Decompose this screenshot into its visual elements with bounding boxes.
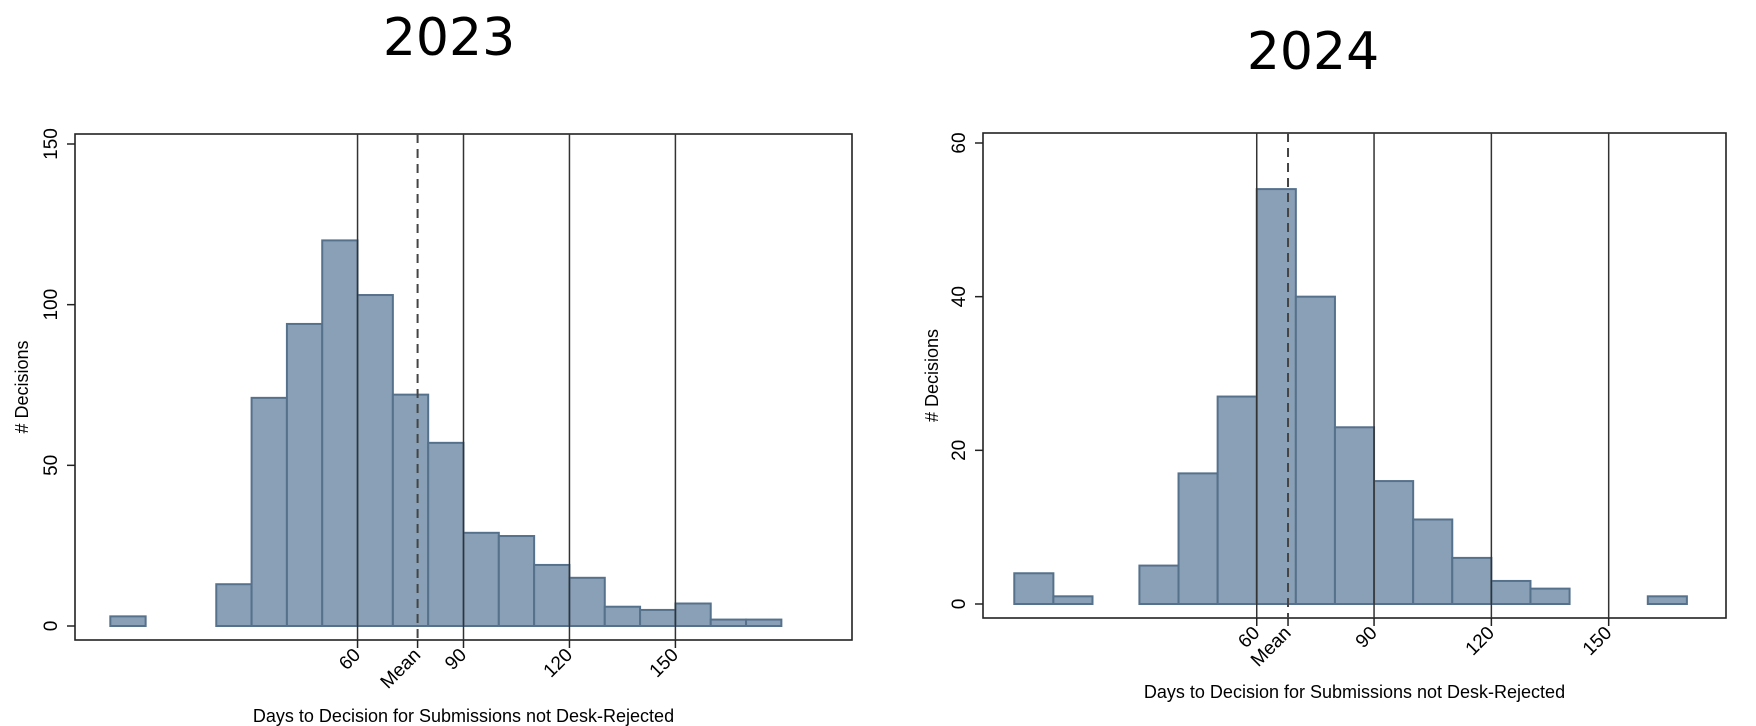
chart-panel-2024: 2024 0 20 40 60 60 Mean 90 120 150 Days to Decisi… bbox=[878, 0, 1756, 726]
histogram-bar bbox=[462, 531, 500, 628]
x-tick-label: 150 bbox=[1579, 623, 1616, 660]
histogram-bar bbox=[215, 583, 253, 628]
y-tick-label: 100 bbox=[41, 289, 62, 321]
x-tick-label: 150 bbox=[646, 645, 683, 682]
y-tick-label: 60 bbox=[949, 132, 970, 153]
chart-panel-2023: 2023 0 50 100 150 60 Mean 90 120 150 Days to Deci… bbox=[12, 8, 853, 726]
histogram-bar bbox=[1451, 556, 1493, 606]
histogram-bar bbox=[1255, 188, 1297, 605]
histogram-bar bbox=[1412, 518, 1454, 606]
y-tick-label: 150 bbox=[41, 128, 62, 160]
histogram-bar bbox=[1138, 564, 1180, 605]
plot-frame bbox=[982, 132, 1727, 619]
histogram-bar bbox=[1216, 395, 1258, 605]
histogram-bar bbox=[745, 618, 783, 627]
x-tick-label: 60 bbox=[335, 645, 365, 675]
histogram-bar bbox=[1177, 472, 1219, 605]
y-axis-title: # Decisions bbox=[12, 340, 32, 433]
y-tick-label: 40 bbox=[949, 286, 970, 307]
histogram-bar bbox=[639, 608, 677, 628]
histogram-bar bbox=[533, 563, 571, 627]
histogram-bar bbox=[603, 605, 642, 627]
x-tick-label: 120 bbox=[1462, 623, 1499, 660]
histogram-bar bbox=[674, 602, 712, 627]
x-tick-label: Mean bbox=[377, 645, 425, 693]
histogram-bar bbox=[391, 393, 430, 628]
histogram-bar bbox=[250, 396, 288, 627]
histogram-bar bbox=[1294, 295, 1336, 605]
histogram-bar bbox=[1646, 595, 1688, 605]
y-tick-label: 20 bbox=[949, 440, 970, 461]
histogram-bar bbox=[568, 576, 606, 627]
histogram-bar bbox=[109, 615, 147, 627]
y-tick-label: 0 bbox=[41, 621, 62, 632]
histogram-bar bbox=[1333, 426, 1376, 605]
histogram-bar bbox=[1373, 480, 1415, 606]
y-axis-title: # Decisions bbox=[922, 329, 942, 422]
histogram-2023: 0 50 100 150 60 Mean 90 120 150 Days to Decision … bbox=[12, 128, 853, 726]
chart-title: 2023 bbox=[382, 8, 516, 68]
x-tick-label: 120 bbox=[540, 645, 577, 682]
histogram-bar bbox=[1490, 579, 1532, 606]
y-tick-label: 0 bbox=[949, 599, 970, 610]
histogram-bar bbox=[427, 441, 465, 627]
chart-title: 2024 bbox=[1246, 22, 1380, 82]
histogram-bar bbox=[1013, 572, 1055, 605]
x-tick-label: 90 bbox=[1352, 623, 1382, 653]
histogram-bar bbox=[321, 239, 359, 627]
histogram-bar bbox=[285, 322, 324, 627]
x-tick-label: 90 bbox=[441, 645, 471, 675]
y-tick-label: 50 bbox=[41, 455, 62, 476]
histogram-bar bbox=[356, 294, 394, 627]
histogram-bar bbox=[497, 535, 536, 628]
x-axis-title: Days to Decision for Submissions not Des… bbox=[1144, 682, 1565, 702]
histogram-bar bbox=[1052, 595, 1094, 605]
histogram-bar bbox=[709, 618, 748, 627]
histogram-bar bbox=[1529, 587, 1571, 606]
x-axis-title: Days to Decision for Submissions not Des… bbox=[253, 706, 674, 726]
